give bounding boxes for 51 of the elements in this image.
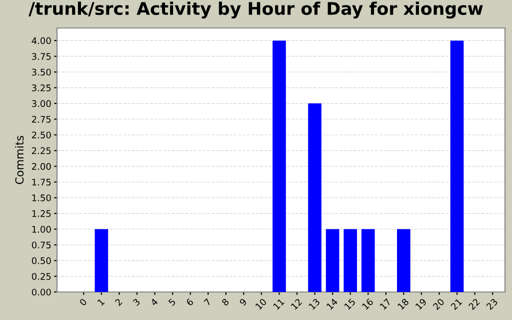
y-tick-label: 2.00 (32, 163, 51, 170)
y-tick-label: 0.50 (32, 257, 51, 264)
x-tick-label: 7 (204, 298, 212, 306)
x-tick-label: 14 (326, 298, 338, 310)
x-tick-label: 4 (150, 298, 158, 306)
y-tick-label: 4.00 (32, 37, 51, 44)
x-tick-label: 5 (168, 298, 176, 306)
bar (272, 40, 286, 292)
x-tick-label: 3 (132, 298, 140, 306)
x-tick-label: 13 (308, 298, 320, 310)
bar (361, 229, 375, 292)
y-tick-label: 0.25 (32, 273, 51, 280)
y-tick-label: 3.25 (32, 84, 51, 92)
x-tick-label: 15 (344, 298, 356, 310)
x-tick-label: 21 (450, 298, 462, 310)
x-tick-label: 0 (79, 298, 88, 306)
y-tick-label: 2.25 (32, 147, 51, 154)
chart-title: /trunk/src: Activity by Hour of Day for xiongcw (28, 2, 483, 19)
y-tick-label: 1.25 (32, 210, 51, 217)
y-tick-label: 0.00 (32, 288, 51, 296)
x-tick-label: 18 (397, 298, 410, 310)
y-tick-label: 1.00 (32, 226, 51, 233)
y-tick-label: 3.50 (32, 68, 51, 76)
x-tick-label: 17 (380, 298, 392, 310)
bar (308, 103, 322, 292)
x-tick-label: 9 (239, 298, 248, 306)
y-tick-label: 2.50 (32, 132, 51, 138)
x-tick-label: 10 (255, 298, 267, 310)
x-tick-label: 16 (362, 298, 374, 310)
x-tick-label: 2 (114, 298, 122, 306)
x-tick-label: 1 (97, 298, 105, 306)
x-tick-label: 8 (221, 298, 230, 306)
x-tick-label: 22 (468, 298, 480, 310)
y-tick-label: 2.75 (32, 116, 51, 123)
bar (326, 229, 340, 292)
y-tick-label: 0.75 (32, 242, 51, 248)
x-tick-label: 20 (432, 298, 445, 310)
y-tick-label: 3.00 (32, 100, 51, 107)
y-tick-label: 3.75 (32, 53, 51, 60)
bar (450, 40, 464, 292)
bar (94, 229, 108, 292)
x-tick-label: 6 (186, 298, 194, 306)
bar (397, 229, 410, 292)
y-tick-label: 1.50 (32, 194, 51, 202)
y-axis-title: Commits (15, 136, 24, 184)
bar (344, 229, 357, 292)
x-tick-label: 12 (290, 298, 302, 310)
x-tick-label: 23 (486, 298, 498, 310)
x-tick-label: 19 (415, 298, 427, 310)
y-tick-label: 1.75 (32, 178, 51, 186)
x-tick-label: 11 (272, 298, 284, 310)
